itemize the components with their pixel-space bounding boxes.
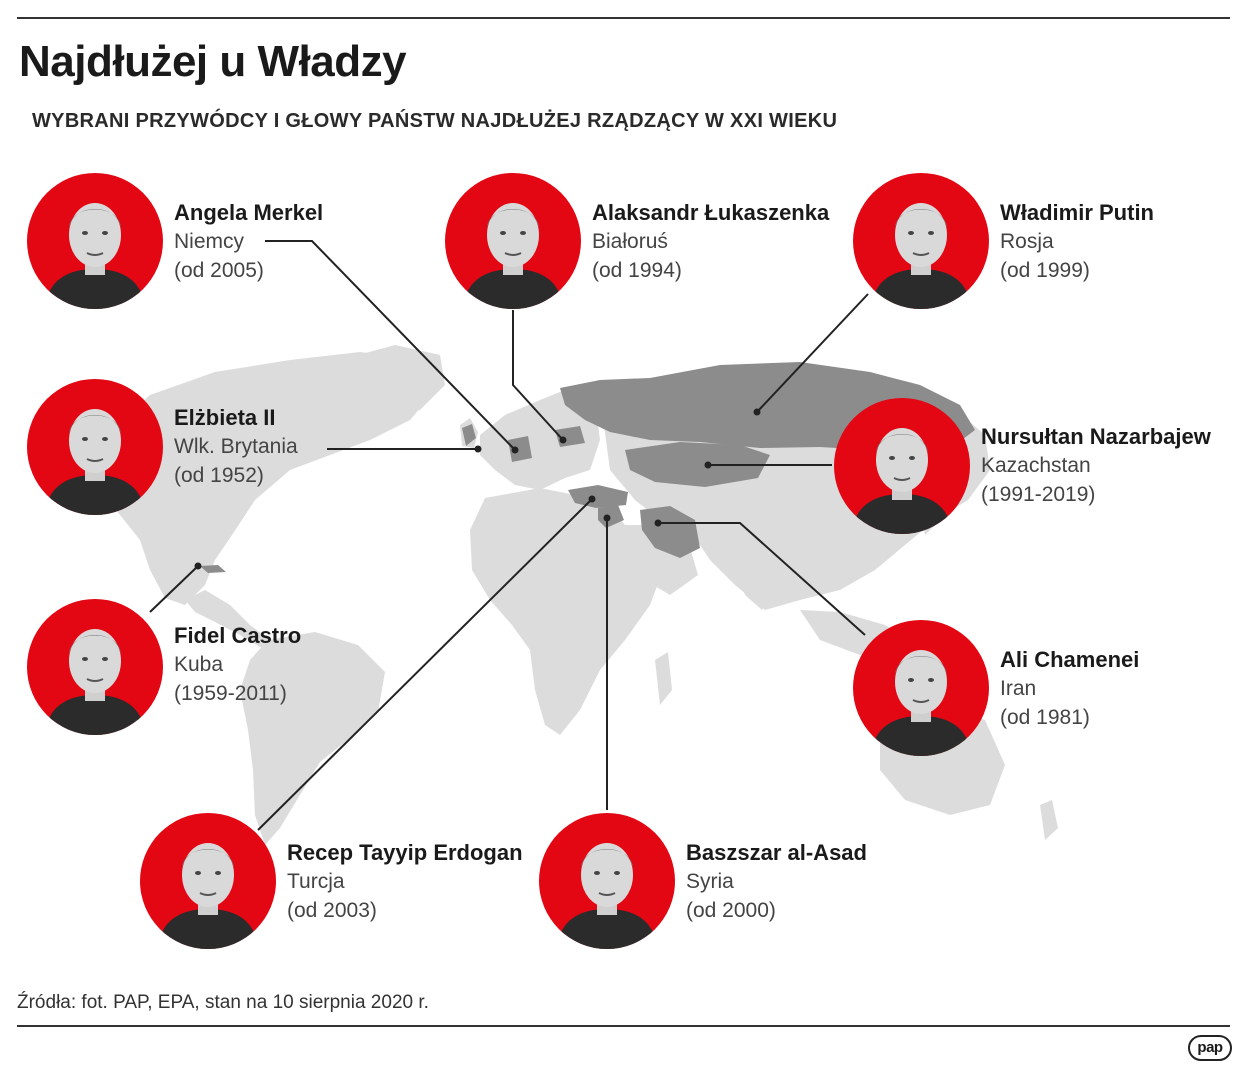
khamenei-connector <box>658 522 866 636</box>
leader-years: (od 2000) <box>686 899 776 922</box>
connector-lines <box>149 240 869 831</box>
south-america-shape <box>240 632 385 845</box>
new-zealand-shape <box>1040 800 1058 840</box>
iran-shape <box>640 506 700 558</box>
leader-country: Rosja <box>1000 230 1054 253</box>
lukashenka-connector <box>512 310 564 441</box>
central-america-shape <box>185 590 270 648</box>
person-icon <box>445 173 581 309</box>
portrait-castro <box>27 599 163 735</box>
leader-country: Niemcy <box>174 230 245 253</box>
germany-shape <box>508 436 532 462</box>
leader-name: Recep Tayyip Erdogan <box>287 840 523 865</box>
leader-name: Alaksandr Łukaszenka <box>592 200 830 225</box>
label-lukashenka: Alaksandr Łukaszenka Białoruś (od 1994) <box>592 198 829 285</box>
germany-dot <box>511 446 519 454</box>
label-assad: Baszszar al-Asad Syria (od 2000) <box>686 838 867 925</box>
iran-dot <box>654 519 662 527</box>
leader-country: Białoruś <box>592 230 668 253</box>
kazakhstan-shape <box>625 442 770 487</box>
label-putin: Władimir Putin Rosja (od 1999) <box>1000 198 1154 285</box>
portrait-elizabeth <box>27 379 163 515</box>
leader-country: Syria <box>686 870 734 893</box>
uk-shape <box>462 424 476 446</box>
madagascar-shape <box>655 652 672 705</box>
leader-name: Nursułtan Nazarbajew <box>981 424 1211 449</box>
label-castro: Fidel Castro Kuba (1959-2011) <box>174 621 301 708</box>
merkel-connector <box>265 240 516 451</box>
leader-country: Kazachstan <box>981 454 1091 477</box>
turkey-dot <box>588 495 596 503</box>
label-khamenei: Ali Chamenei Iran (od 1981) <box>1000 645 1139 732</box>
portrait-putin <box>853 173 989 309</box>
leader-years: (od 1952) <box>174 464 264 487</box>
top-rule <box>17 17 1230 19</box>
turkey-shape <box>568 485 628 508</box>
leader-years: (od 2005) <box>174 259 264 282</box>
leader-years: (od 2003) <box>287 899 377 922</box>
russia-dot <box>753 408 761 416</box>
portrait-lukashenka <box>445 173 581 309</box>
page-subtitle: WYBRANI PRZYWÓDCY I GŁOWY PAŃSTW NAJDŁUŻ… <box>32 110 838 132</box>
portrait-nazarbayev <box>834 398 970 534</box>
pap-logo: pap <box>1188 1035 1232 1061</box>
leader-name: Fidel Castro <box>174 623 302 648</box>
belarus-dot <box>559 436 567 444</box>
leader-name: Baszszar al-Asad <box>686 840 867 865</box>
leader-name: Ali Chamenei <box>1000 647 1140 672</box>
person-icon <box>853 620 989 756</box>
bottom-rule <box>17 1025 1230 1027</box>
cuba-shape <box>200 565 226 573</box>
person-icon <box>27 599 163 735</box>
leader-years: (1959-2011) <box>174 682 287 705</box>
leader-years: (od 1999) <box>1000 259 1090 282</box>
person-icon <box>140 813 276 949</box>
portrait-erdogan <box>140 813 276 949</box>
page-title: Najdłużej u Władzy <box>19 37 407 86</box>
putin-connector <box>756 293 869 413</box>
leader-name: Angela Merkel <box>174 200 324 225</box>
syria-dot <box>603 514 611 522</box>
label-merkel: Angela Merkel Niemcy (od 2005) <box>174 198 323 285</box>
leader-country: Iran <box>1000 677 1037 700</box>
leader-country: Turcja <box>287 870 345 893</box>
person-icon <box>834 398 970 534</box>
label-erdogan: Recep Tayyip Erdogan Turcja (od 2003) <box>287 838 523 925</box>
leader-years: (od 1981) <box>1000 706 1090 729</box>
leader-name: Elżbieta II <box>174 405 276 430</box>
leader-country: Wlk. Brytania <box>174 435 298 458</box>
source-note: Źródła: fot. PAP, EPA, stan na 10 sierpn… <box>17 992 429 1013</box>
person-icon <box>539 813 675 949</box>
portrait-assad <box>539 813 675 949</box>
person-icon <box>27 173 163 309</box>
europe-shape <box>480 388 600 490</box>
connector-dots <box>194 408 761 570</box>
person-icon <box>853 173 989 309</box>
label-elizabeth: Elżbieta II Wlk. Brytania (od 1952) <box>174 403 298 490</box>
india-shape <box>730 540 780 610</box>
leader-country: Kuba <box>174 653 224 676</box>
cuba-dot <box>194 562 202 570</box>
portrait-merkel <box>27 173 163 309</box>
syria-shape <box>598 505 624 528</box>
person-icon <box>27 379 163 515</box>
leader-years: (od 1994) <box>592 259 682 282</box>
leader-years: (1991-2019) <box>981 483 1096 506</box>
erdogan-connector <box>257 498 593 831</box>
greenland-shape <box>340 345 445 415</box>
leader-name: Władimir Putin <box>1000 200 1154 225</box>
uk-dot <box>474 445 482 453</box>
label-nazarbayev: Nursułtan Nazarbajew Kazachstan (1991-20… <box>981 422 1211 509</box>
north-america-shape <box>95 352 440 605</box>
africa-shape <box>470 488 665 735</box>
portrait-khamenei <box>853 620 989 756</box>
castro-connector <box>149 565 199 613</box>
world-landmass <box>95 345 1058 845</box>
kazakhstan-dot <box>704 461 712 469</box>
